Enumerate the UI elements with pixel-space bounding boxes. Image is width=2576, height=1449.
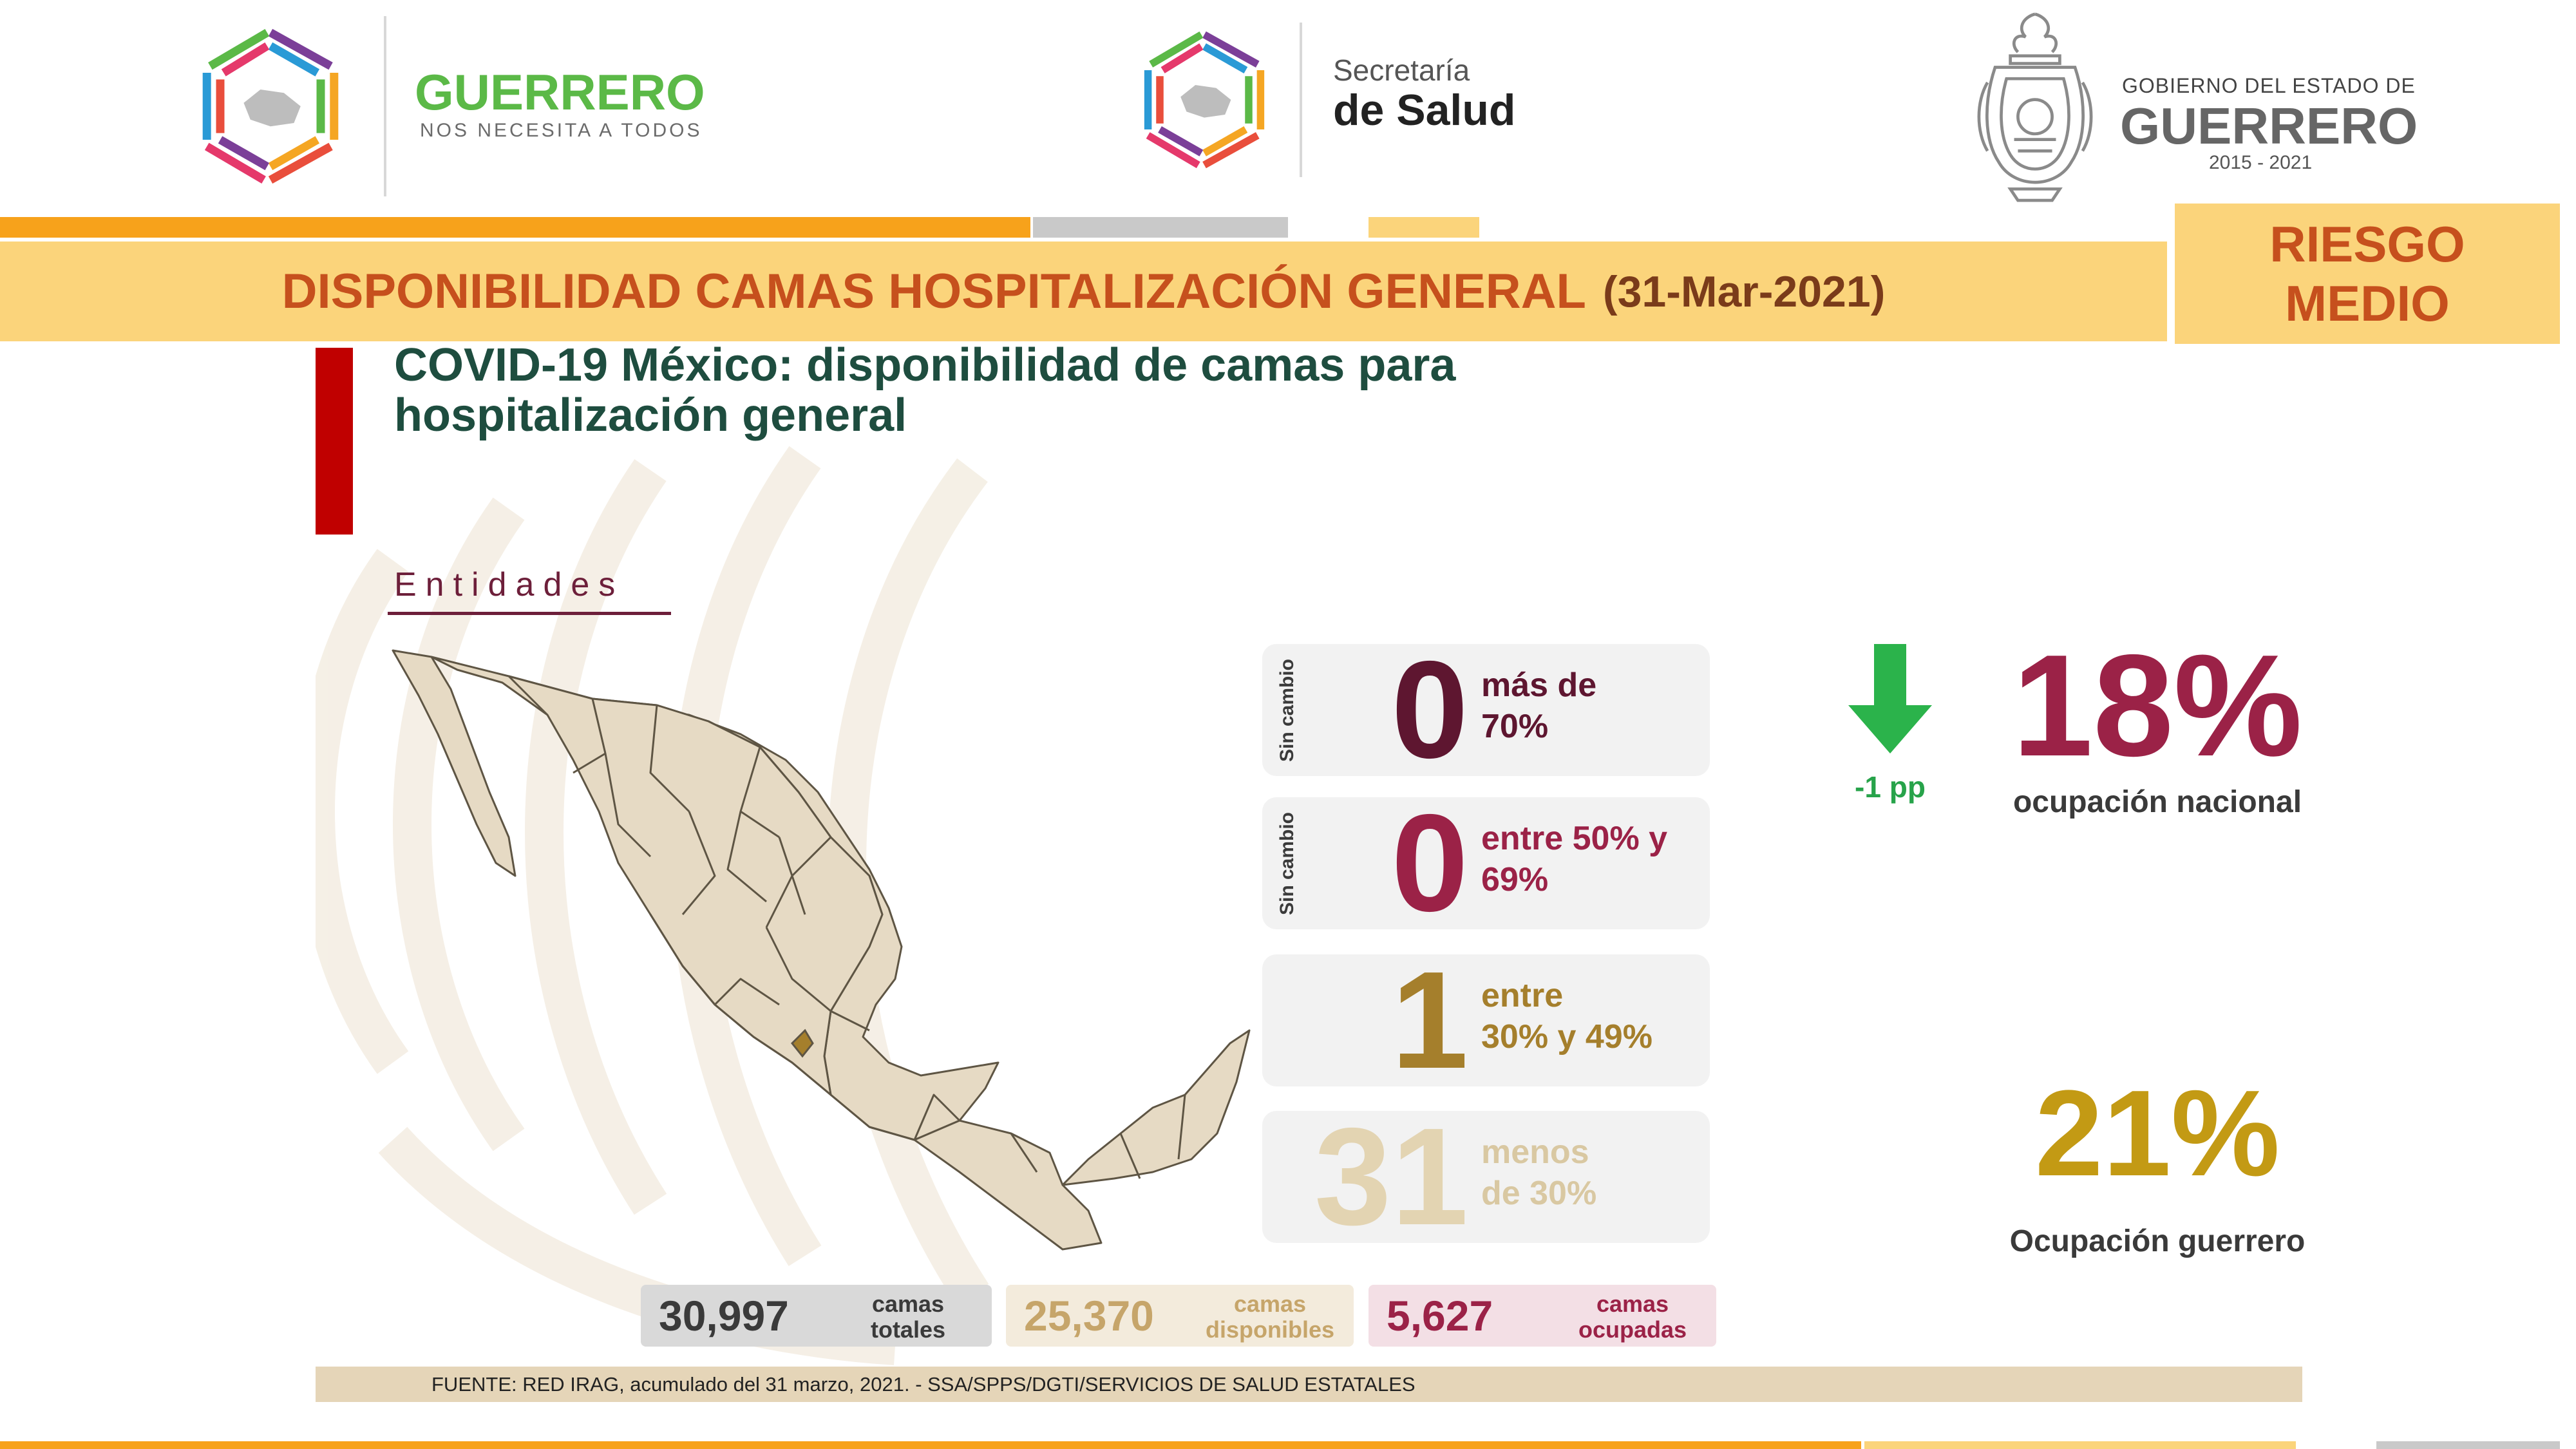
guerrero-occupancy-value: 21% — [2034, 1065, 2280, 1202]
logo-guerrero-title: GUERRERO — [415, 64, 705, 120]
bottom-stripe-yellow — [1864, 1441, 2296, 1449]
card-change-label: Sin cambio — [1276, 658, 1298, 762]
pill-label-line1: camas — [1233, 1291, 1307, 1317]
top-stripe-gray — [1033, 217, 1288, 238]
available-beds-label: camas disponibles — [1193, 1291, 1347, 1343]
category-card-over-70: Sin cambio 0 más de 70% — [1262, 639, 1710, 781]
occupied-beds-label: camas ocupadas — [1555, 1291, 1710, 1343]
logo-gobierno-line1: GOBIERNO DEL ESTADO DE — [2122, 74, 2416, 97]
pill-label-line2: disponibles — [1205, 1316, 1335, 1343]
pill-label-line2: totales — [870, 1316, 946, 1343]
arrow-down-icon — [1848, 644, 1932, 753]
card-range-line1: entre — [1481, 977, 1564, 1014]
category-card-50-69: Sin cambio 0 entre 50% y 69% — [1262, 792, 1710, 934]
guerrero-emblem-icon — [202, 28, 339, 184]
logo-salud-line2: de Salud — [1333, 86, 1516, 135]
bottom-stripe-gray — [2376, 1441, 2560, 1449]
category-card-under-30: 31 menos de 30% — [1262, 1106, 1710, 1247]
card-range-label: entre 30% y 49% — [1481, 975, 1703, 1057]
top-stripe-yellow — [1368, 217, 1479, 238]
card-range-line1: entre 50% y — [1481, 820, 1668, 857]
card-count: 0 — [1391, 632, 1468, 787]
state-coat-of-arms-icon — [1977, 12, 2093, 202]
secretaria-emblem-icon — [1144, 31, 1265, 169]
occupied-beds-value: 5,627 — [1387, 1292, 1493, 1340]
occupied-beds-pill: 5,627 camas ocupadas — [1368, 1285, 1716, 1347]
slide-title-line2: hospitalización general — [394, 390, 907, 441]
header-divider — [384, 16, 386, 196]
risk-badge: RIESGO MEDIO — [2175, 204, 2560, 344]
card-range-label: menos de 30% — [1481, 1132, 1703, 1214]
bottom-stripe-orange — [0, 1441, 1861, 1449]
available-beds-value: 25,370 — [1024, 1292, 1154, 1340]
national-occupancy-value: 18% — [2012, 624, 2303, 786]
national-occupancy-caption: ocupación nacional — [2012, 785, 2302, 819]
banner-date: (31-Mar-2021) — [1602, 267, 1886, 316]
section-label: Entidades — [394, 566, 625, 603]
card-count: 1 — [1391, 942, 1468, 1097]
header-divider — [1300, 23, 1302, 177]
card-range-line2: 69% — [1481, 861, 1549, 898]
category-card-30-49: 1 entre 30% y 49% — [1262, 949, 1710, 1091]
title-banner-text: DISPONIBILIDAD CAMAS HOSPITALIZACIÓN GEN… — [0, 242, 2167, 341]
map-baja-california — [392, 649, 516, 877]
guerrero-occupancy-caption: Ocupación guerrero — [2009, 1224, 2306, 1258]
banner-title: DISPONIBILIDAD CAMAS HOSPITALIZACIÓN GEN… — [281, 264, 1586, 319]
top-stripe-orange — [0, 217, 1030, 238]
mexico-map — [392, 649, 1251, 1251]
slide-title: COVID-19 México: disponibilidad de camas… — [394, 340, 1811, 440]
source-note: FUENTE: RED IRAG, acumulado del 31 marzo… — [431, 1373, 1416, 1396]
card-range-label: más de 70% — [1481, 665, 1703, 747]
card-count: 31 — [1314, 1099, 1468, 1254]
card-range-line2: de 30% — [1481, 1175, 1597, 1212]
map-highlight-state — [790, 1028, 814, 1058]
risk-line2: MEDIO — [2285, 275, 2450, 332]
title-accent-bar — [316, 348, 353, 535]
card-range-label: entre 50% y 69% — [1481, 818, 1703, 900]
card-range-line2: 30% y 49% — [1481, 1018, 1653, 1056]
card-change-label: Sin cambio — [1276, 811, 1298, 915]
map-southwest — [649, 913, 1103, 1251]
national-delta: -1 pp — [1855, 770, 1926, 804]
pill-label-line1: camas — [871, 1291, 945, 1317]
card-count: 0 — [1391, 785, 1468, 940]
title-banner — [0, 242, 2167, 341]
total-beds-label: camas totales — [840, 1291, 976, 1343]
total-beds-value: 30,997 — [659, 1292, 789, 1340]
logo-gobierno-years: 2015 - 2021 — [2209, 152, 2313, 173]
logo-salud-line1: Secretaría — [1333, 53, 1470, 87]
card-range-line2: 70% — [1481, 708, 1549, 745]
pill-label-line2: ocupadas — [1578, 1316, 1687, 1343]
slide-title-line1: COVID-19 México: disponibilidad de camas… — [394, 339, 1456, 391]
risk-line1: RIESGO — [2269, 216, 2465, 272]
card-range-line1: más de — [1481, 667, 1597, 704]
logo-guerrero-subtitle: NOS NECESITA A TODOS — [420, 120, 703, 141]
source-bar — [316, 1367, 2302, 1402]
logo-gobierno-line2: GUERRERO — [2120, 97, 2418, 155]
card-range-line1: menos — [1481, 1133, 1589, 1171]
available-beds-pill: 25,370 camas disponibles — [1006, 1285, 1354, 1347]
total-beds-pill: 30,997 camas totales — [641, 1285, 992, 1347]
pill-label-line1: camas — [1596, 1291, 1669, 1317]
map-south — [507, 675, 884, 1096]
map-yucatan — [1061, 1029, 1251, 1186]
section-underline — [388, 612, 671, 615]
